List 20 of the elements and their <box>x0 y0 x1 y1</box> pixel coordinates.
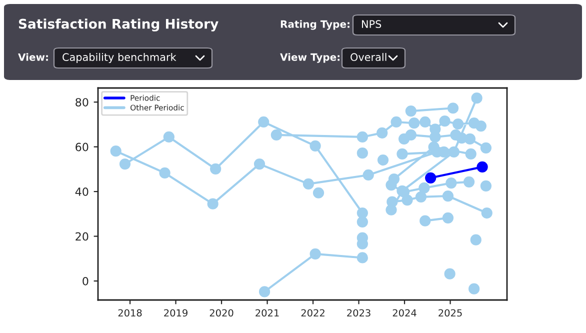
chart-title: Satisfaction Rating History <box>18 18 218 32</box>
x-tick-label: 2022 <box>301 309 324 317</box>
y-tick-label: 40 <box>75 188 88 196</box>
x-tick-label: 2021 <box>256 309 279 317</box>
text: NPS <box>362 20 382 28</box>
x-tick-label: 2023 <box>347 309 370 317</box>
x-tick-label: 2018 <box>118 309 142 317</box>
text: View Type: <box>280 53 340 63</box>
x-tick-label: 2020 <box>210 309 234 317</box>
text: Overall <box>350 52 386 62</box>
text: View: <box>18 53 48 61</box>
text: Capability benchmark <box>62 52 176 64</box>
y-tick-label: 0 <box>82 276 88 286</box>
text: Rating Type: <box>280 20 350 30</box>
y-tick-label: 80 <box>76 98 88 106</box>
x-tick-label: 2019 <box>164 309 188 317</box>
y-tick-label: 60 <box>76 142 88 152</box>
x-tick-label: 2025 <box>438 309 462 317</box>
y-tick-label: 20 <box>76 232 88 241</box>
x-tick-label: 2024 <box>392 309 416 317</box>
